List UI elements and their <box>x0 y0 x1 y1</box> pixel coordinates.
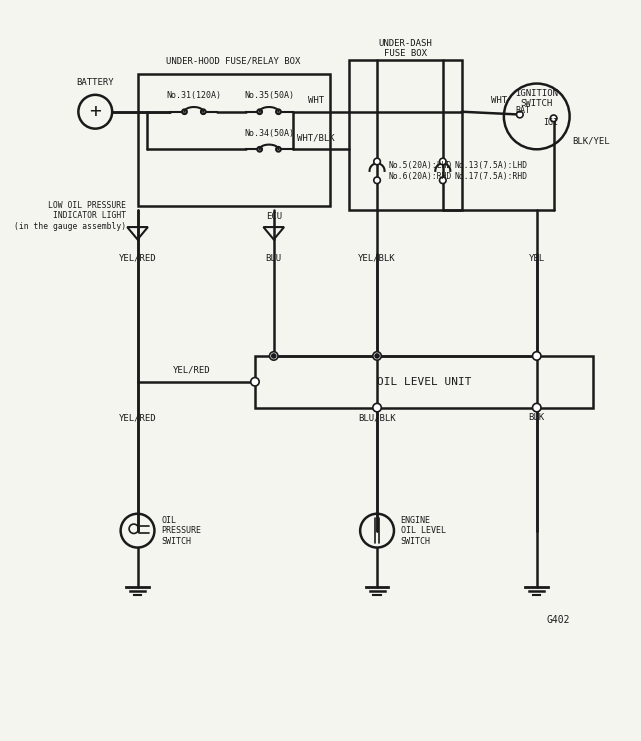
Text: BAT: BAT <box>515 106 530 116</box>
Circle shape <box>373 403 381 412</box>
Text: WHT: WHT <box>491 96 507 105</box>
Text: ECU: ECU <box>265 212 282 221</box>
Text: BLK/YEL: BLK/YEL <box>572 136 610 145</box>
Text: LOW OIL PRESSURE
INDICATOR LIGHT
(in the gauge assembly): LOW OIL PRESSURE INDICATOR LIGHT (in the… <box>14 201 126 231</box>
Circle shape <box>374 159 380 165</box>
Text: No.31(120A): No.31(120A) <box>167 91 221 101</box>
Circle shape <box>269 352 278 360</box>
Text: IGI: IGI <box>544 118 558 127</box>
Text: No.5(20A):LHD
No.6(20A):RHD: No.5(20A):LHD No.6(20A):RHD <box>388 162 452 181</box>
Circle shape <box>533 403 541 412</box>
Circle shape <box>271 353 276 359</box>
Text: YEL: YEL <box>529 253 545 262</box>
Circle shape <box>373 352 381 360</box>
Text: BLU: BLU <box>265 253 282 262</box>
Circle shape <box>440 177 446 184</box>
Circle shape <box>251 378 259 386</box>
Circle shape <box>533 352 541 360</box>
Text: YEL/RED: YEL/RED <box>119 413 156 422</box>
Text: IGNITION
SWITCH: IGNITION SWITCH <box>515 89 558 108</box>
Circle shape <box>440 159 446 165</box>
Text: No.35(50A): No.35(50A) <box>244 91 294 101</box>
Text: YEL/RED: YEL/RED <box>119 253 156 262</box>
Text: BLU/BLK: BLU/BLK <box>358 413 396 422</box>
Circle shape <box>374 177 380 184</box>
Text: WHT/BLK: WHT/BLK <box>297 133 335 143</box>
Circle shape <box>374 353 380 359</box>
Text: UNDER-DASH
FUSE BOX: UNDER-DASH FUSE BOX <box>378 39 432 59</box>
Text: YEL/BLK: YEL/BLK <box>358 253 396 262</box>
Text: BLK: BLK <box>529 413 545 422</box>
Text: No.34(50A): No.34(50A) <box>244 129 294 138</box>
Circle shape <box>551 115 557 122</box>
Text: BATTERY: BATTERY <box>76 79 114 87</box>
Text: +: + <box>89 102 101 122</box>
Text: UNDER-HOOD FUSE/RELAY BOX: UNDER-HOOD FUSE/RELAY BOX <box>166 56 301 65</box>
Text: OIL LEVEL UNIT: OIL LEVEL UNIT <box>377 376 471 387</box>
Text: ENGINE
OIL LEVEL
SWITCH: ENGINE OIL LEVEL SWITCH <box>401 516 445 545</box>
Text: WHT: WHT <box>308 96 324 105</box>
Text: OIL
PRESSURE
SWITCH: OIL PRESSURE SWITCH <box>161 516 201 545</box>
Text: G402: G402 <box>546 615 570 625</box>
Circle shape <box>517 111 523 118</box>
Text: YEL/RED: YEL/RED <box>172 365 210 374</box>
Text: No.13(7.5A):LHD
No.17(7.5A):RHD: No.13(7.5A):LHD No.17(7.5A):RHD <box>454 162 527 181</box>
